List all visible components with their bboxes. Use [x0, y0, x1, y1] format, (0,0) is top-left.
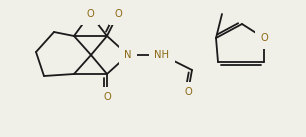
Text: O: O [103, 92, 111, 102]
Text: O: O [114, 9, 122, 19]
Text: N: N [124, 50, 132, 60]
Text: O: O [86, 9, 94, 19]
Text: O: O [184, 87, 192, 97]
Text: O: O [260, 33, 268, 43]
Text: NH: NH [155, 50, 170, 60]
